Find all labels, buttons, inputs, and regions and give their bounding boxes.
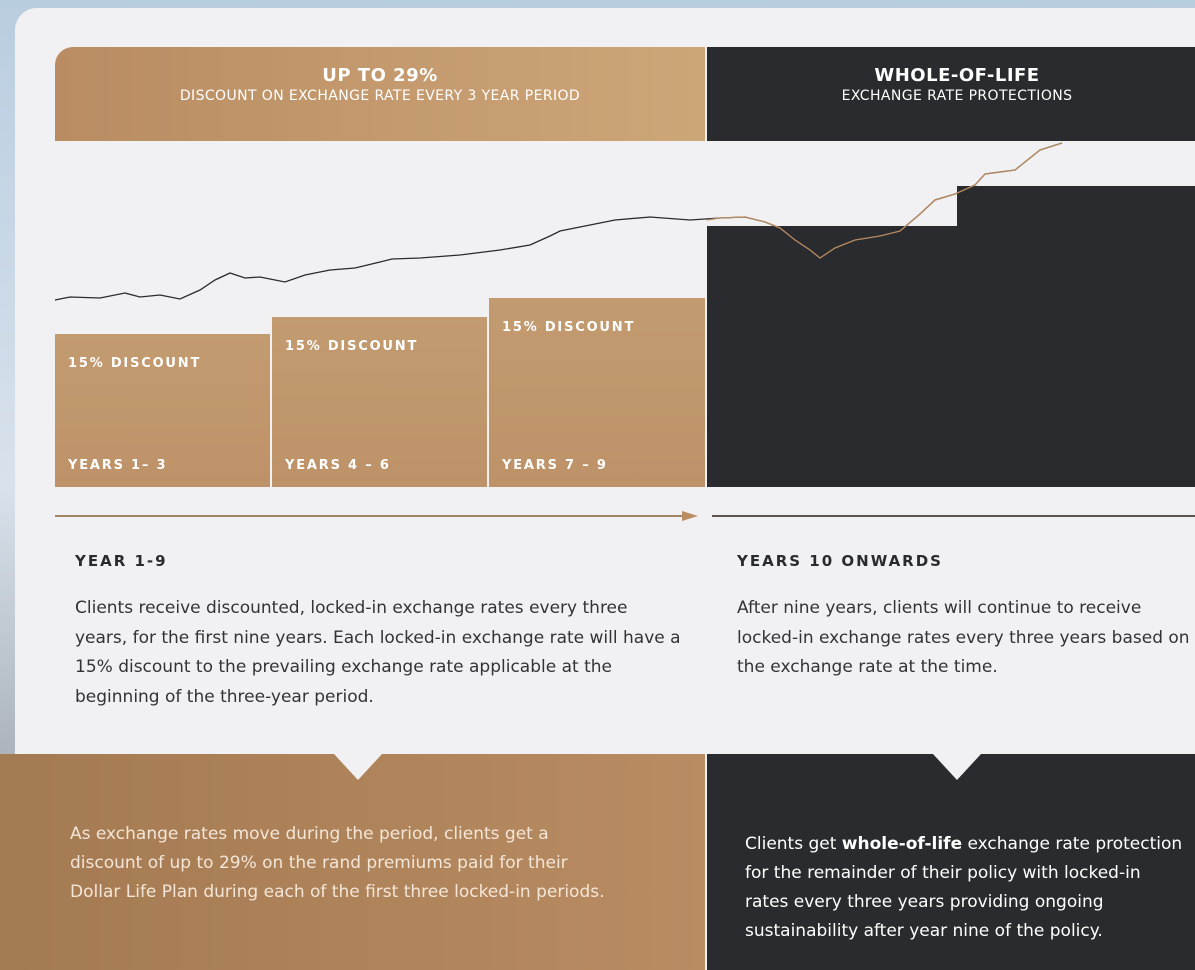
notch	[334, 754, 382, 780]
footer-text: As exchange rates move during the period…	[70, 820, 615, 907]
bold-text: whole-of-life	[842, 834, 962, 854]
arrow-head	[682, 511, 698, 521]
section-title: YEAR 1-9	[75, 552, 168, 570]
infographic: UP TO 29% DISCOUNT ON EXCHANGE RATE EVER…	[0, 0, 1195, 970]
text: Clients get	[745, 834, 842, 854]
section-text: After nine years, clients will continue …	[737, 594, 1195, 683]
decor	[0, 0, 1195, 540]
footer-left: As exchange rates move during the period…	[0, 754, 705, 970]
footer-right: Clients get whole-of-life exchange rate …	[707, 754, 1195, 970]
section-title: YEARS 10 ONWARDS	[737, 552, 943, 570]
notch	[933, 754, 981, 780]
rate-line	[707, 143, 1062, 258]
footer-text: Clients get whole-of-life exchange rate …	[745, 830, 1185, 946]
section-text: Clients receive discounted, locked-in ex…	[75, 594, 685, 712]
notches	[0, 754, 1195, 784]
